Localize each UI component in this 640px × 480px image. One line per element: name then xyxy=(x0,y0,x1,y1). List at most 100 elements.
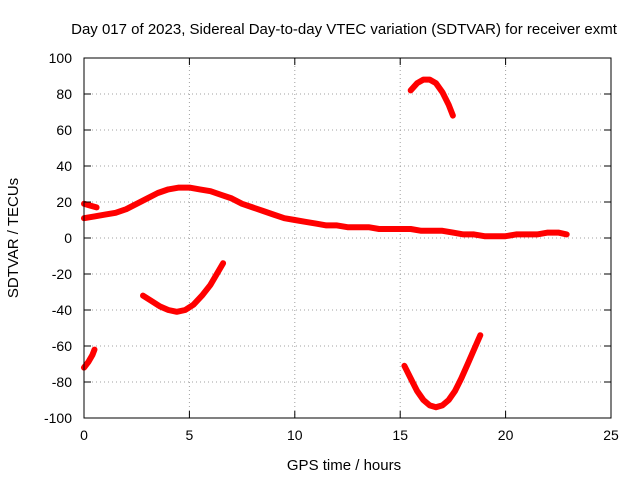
x-axis-label: GPS time / hours xyxy=(287,457,401,474)
data-point xyxy=(482,233,487,239)
x-tick-label: 0 xyxy=(80,427,88,443)
data-point xyxy=(191,302,197,308)
data-point xyxy=(140,293,146,299)
data-point xyxy=(157,303,163,309)
data-point xyxy=(397,226,403,232)
data-point xyxy=(503,233,509,239)
data-point xyxy=(165,186,171,192)
data-point xyxy=(355,224,361,230)
data-point xyxy=(471,347,477,353)
y-tick-label: -80 xyxy=(52,374,72,390)
data-point xyxy=(334,222,340,228)
data-point xyxy=(452,388,458,394)
data-point xyxy=(176,185,182,191)
data-point xyxy=(123,206,129,212)
data-point xyxy=(545,230,551,236)
data-point xyxy=(281,215,287,221)
data-point xyxy=(420,77,426,83)
y-tick-label: -40 xyxy=(52,302,72,318)
data-point xyxy=(414,388,420,394)
data-point xyxy=(439,228,445,234)
y-tick-label: -60 xyxy=(52,338,72,354)
data-point xyxy=(524,231,530,237)
data-point xyxy=(165,307,171,313)
data-point xyxy=(376,226,382,232)
data-point xyxy=(345,224,350,230)
y-tick-label: 0 xyxy=(64,230,72,246)
x-tick-label: 20 xyxy=(498,427,514,443)
data-point xyxy=(427,402,433,408)
data-point xyxy=(144,195,150,201)
data-point xyxy=(450,113,456,119)
x-tick-label: 25 xyxy=(603,427,619,443)
data-point xyxy=(214,271,220,277)
data-point xyxy=(465,361,471,367)
data-point xyxy=(182,307,188,313)
data-point xyxy=(292,217,298,223)
y-tick-label: 40 xyxy=(56,158,72,174)
series-early-low-arc xyxy=(81,346,98,371)
data-point xyxy=(208,282,213,288)
data-point xyxy=(102,212,108,218)
x-tick-label: 5 xyxy=(186,427,194,443)
data-point xyxy=(387,226,393,232)
x-tick-label: 15 xyxy=(392,427,408,443)
data-point xyxy=(229,195,235,201)
data-point xyxy=(92,347,97,353)
data-point xyxy=(477,332,483,338)
data-point xyxy=(439,402,445,408)
data-point xyxy=(250,204,256,210)
data-series xyxy=(81,76,570,411)
data-point xyxy=(89,352,95,358)
axis-ticks: 0 5 10 15 20 25 -100 -80 -60 -40 -20 0 20 40 60 80 100 xyxy=(44,50,619,443)
data-point xyxy=(186,185,192,191)
data-point xyxy=(366,224,372,230)
data-point xyxy=(199,293,205,299)
data-point xyxy=(433,80,439,86)
data-point xyxy=(534,231,540,237)
data-point xyxy=(433,404,439,410)
data-point xyxy=(220,260,226,266)
data-point xyxy=(174,309,180,315)
y-tick-label: 80 xyxy=(56,86,72,102)
data-point xyxy=(260,208,266,214)
data-point xyxy=(85,359,91,365)
data-point xyxy=(555,230,561,236)
data-point xyxy=(439,89,445,95)
plot-frame xyxy=(83,57,612,419)
data-point xyxy=(408,226,414,232)
data-point xyxy=(87,203,93,209)
data-point xyxy=(446,102,452,108)
data-point xyxy=(427,77,433,83)
data-point xyxy=(450,230,456,236)
data-point xyxy=(155,190,161,196)
data-point xyxy=(271,212,277,218)
data-point xyxy=(92,213,97,219)
grid-lines xyxy=(84,58,611,418)
y-tick-label: 20 xyxy=(56,194,72,210)
data-point xyxy=(239,201,245,207)
data-point xyxy=(414,80,420,86)
data-point xyxy=(197,186,203,192)
series-morning-dip xyxy=(140,260,227,315)
data-point xyxy=(94,204,100,210)
data-point xyxy=(446,397,452,403)
y-tick-label: 60 xyxy=(56,122,72,138)
data-point xyxy=(420,397,426,403)
data-point xyxy=(208,188,213,194)
data-point xyxy=(302,219,308,225)
data-point xyxy=(471,231,477,237)
data-point xyxy=(323,222,329,228)
data-point xyxy=(418,228,424,234)
y-axis-label: SDTVAR / TECUs xyxy=(5,178,22,298)
data-point xyxy=(492,233,498,239)
data-point xyxy=(401,363,407,369)
data-point xyxy=(313,221,319,227)
data-point xyxy=(218,192,224,198)
data-point xyxy=(408,375,414,381)
data-point xyxy=(564,231,570,237)
data-point xyxy=(134,201,140,207)
y-tick-label: -20 xyxy=(52,266,72,282)
x-tick-label: 10 xyxy=(287,427,303,443)
